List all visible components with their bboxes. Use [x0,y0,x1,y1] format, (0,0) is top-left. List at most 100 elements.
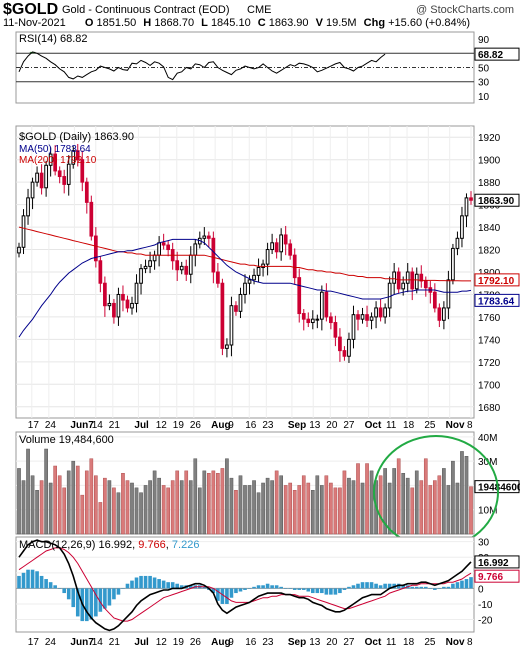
volume-bar [306,482,311,535]
price-candle [216,271,220,284]
volume-label: Volume 19,484,600 [19,434,114,446]
volume-bar [229,477,234,535]
price-candle [469,197,473,201]
price-candle [410,271,415,290]
macd-histogram-bar [374,583,378,589]
price-candle [112,302,116,318]
volume-bar [455,482,460,535]
price-x-label: Aug [211,420,230,431]
volume-bar [297,485,302,535]
price-candle [392,271,397,284]
macd-histogram-bar [437,588,442,589]
volume-bar [333,487,338,535]
price-candle [243,282,247,295]
macd-histogram-bar [188,585,193,589]
price-candle [369,316,374,321]
volume-bar [80,494,85,535]
volume-bar [301,475,306,535]
price-candle [225,344,229,349]
macd-histogram-bar [414,586,419,589]
symbol-title: $GOLD [3,1,59,18]
macd-histogram-bar [297,588,302,590]
volume-bar [211,470,216,535]
price-x-label: 19 [173,420,185,431]
macd-histogram-bar [378,585,383,589]
price-candle [432,291,437,309]
stockcharts-watermark: @ StockCharts.com [416,4,514,16]
price-candle [387,282,392,309]
macd-histogram-bar [338,588,342,594]
ma200-label: MA(200) 1792.10 [19,155,97,166]
macd-histogram-bar [166,582,170,589]
price-candle [347,338,351,357]
volume-bar [98,502,103,535]
price-candle [329,316,333,324]
volume-bar [414,470,419,535]
macd-histogram-bar [243,588,247,590]
macd-last-value-box [474,555,520,569]
volume-bar [423,458,428,535]
volume-bar [152,470,157,535]
volume-bar [107,480,112,535]
macd-histogram-bar [134,577,139,589]
volume-bar [410,487,415,535]
macd-value: 16.992 [98,539,132,551]
price-candle [252,274,256,281]
macd-x-label: 8 [467,637,473,648]
macd-histogram-bar [329,588,333,595]
volume-bar [197,487,202,535]
macd-histogram-bar [365,582,369,589]
signal-value: 9.766 [138,539,166,551]
price-tick-label: 1900 [478,156,501,167]
price-candle [401,282,406,290]
volume-bar [175,470,180,535]
price-tick-label: 1880 [478,178,501,189]
macd-histogram-bar [107,588,112,606]
macd-tick-label: -10 [478,600,493,611]
volume-bar [84,470,89,535]
macd-x-label: 11 [386,637,397,648]
price-candle [279,234,284,253]
macd-histogram-bar [26,569,30,589]
volume-bar [279,475,283,535]
price-tick-label: 1740 [478,335,501,346]
price-x-label: 9 [228,420,234,431]
price-x-label: 23 [262,420,274,431]
volume-bar [356,463,360,535]
price-candle [44,164,48,189]
price-x-label: 25 [424,420,436,431]
price-candle [256,267,261,276]
price-candle [130,302,134,309]
price-panel: 1920190018801860184018201800178017601740… [15,125,520,419]
price-candle [365,314,369,321]
chart-header: $GOLD Gold - Continuous Contract (EOD) C… [0,0,520,32]
macd-histogram-bar [53,585,57,589]
macd-histogram-bar [21,572,26,589]
price-candle [297,277,302,315]
price-candle [306,318,311,324]
price-candle [179,265,184,271]
volume-bar [247,485,252,535]
price-candle [148,260,152,267]
macd-histogram-bar [455,582,460,589]
price-candle [220,282,225,349]
volume-panel: 40M30M20M10M19484600 Volume 19,484,600 [15,431,520,549]
price-candle [338,336,342,352]
volume-bar [387,482,392,535]
macd-histogram-bar [347,586,351,589]
volume-bar [143,485,148,535]
contract-description: Gold - Continuous Contract (EOD) [62,4,230,16]
macd-histogram-bar [324,588,329,595]
price-candle [57,170,62,178]
change-label: Chg [363,17,386,29]
price-x-label: Nov [446,420,465,431]
volume-tick-label: 10M [478,506,497,517]
macd-histogram-bar [279,586,283,589]
price-candle [17,246,21,254]
price-candle [121,293,125,301]
signal-last-value-box [474,569,520,583]
macd-histogram-bar [112,588,116,600]
open-label: O [84,17,94,29]
macd-histogram-bar [369,582,374,589]
